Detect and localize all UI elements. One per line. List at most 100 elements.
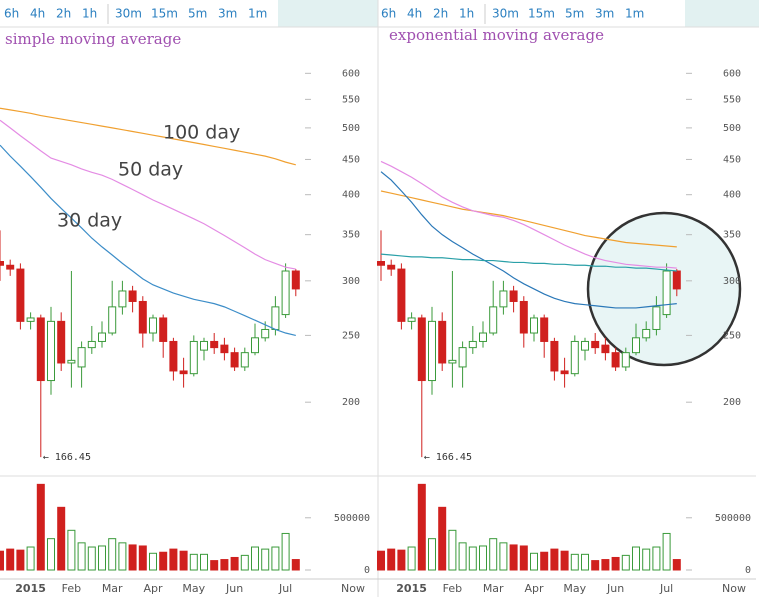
candle-body [611,352,620,368]
timeframe-button[interactable]: 5m [565,7,584,21]
candle-body [87,340,96,349]
candle-body [230,352,239,368]
candle-body [128,290,137,302]
candle-body [672,270,681,290]
timeframe-button[interactable]: 4h [407,7,422,21]
candle-body [438,320,447,364]
toolbar-filler [685,0,759,27]
timeframe-button[interactable]: 3m [595,7,614,21]
x-tick-label: Jul [659,582,673,595]
series-label: 100 day [163,122,240,144]
timeframe-button[interactable]: 4h [30,7,45,21]
candle-body [560,370,569,375]
volume-bar [632,546,640,571]
y-tick-label: 450 [723,154,741,165]
timeframe-button[interactable]: 3m [218,7,237,21]
candle-body [642,328,651,339]
candle-body [428,320,436,382]
y-tick-label: 250 [342,330,360,341]
chart-title: simple moving average [5,30,181,48]
timeframe-button[interactable]: 2h [56,7,71,21]
moving-average-line [0,144,296,336]
volume-bar [261,548,270,571]
volume-bar [6,548,15,571]
volume-bar [240,554,249,571]
timeframe-button[interactable]: 15m [528,7,555,21]
volume-tick-label: 0 [745,565,751,576]
candle-body [210,340,219,349]
volume-bar [438,506,447,571]
candle-body [200,340,208,351]
timeframe-button[interactable]: 1m [248,7,267,21]
volume-bar [387,548,396,571]
candle-body [281,270,290,316]
timeframe-button[interactable]: 1h [459,7,474,21]
volume-bar [458,542,467,571]
volume-bar [77,542,86,571]
candle-body [550,340,559,372]
timeframe-button[interactable]: 1h [82,7,97,21]
candle-body [251,337,259,354]
candle-body [458,347,467,368]
candle-body [621,352,630,368]
timeframe-button[interactable]: 2h [433,7,448,21]
candle-body [632,337,640,354]
volume-bar [138,545,147,571]
x-tick-label: Feb [443,582,462,595]
volume-bar [611,556,620,571]
timeframe-button[interactable]: 6h [4,7,19,21]
volume-bar [57,506,66,571]
volume-bar [591,560,600,571]
y-tick-label: 300 [723,276,741,287]
volume-tick-label: 0 [364,565,370,576]
volume-bar [47,538,55,571]
volume-bar [570,553,579,571]
timeframe-button[interactable]: 5m [188,7,207,21]
x-tick-label: 2015 [396,582,427,595]
candle-body [36,317,45,382]
timeframe-button[interactable]: 1m [625,7,644,21]
candle-body [407,317,416,322]
x-end-label: Now [722,582,746,595]
volume-bar [189,553,198,571]
timeframe-button[interactable]: 6h [381,7,396,21]
y-tick-label: 550 [723,94,741,105]
volume-bar [672,559,681,571]
x-tick-label: Jun [606,582,624,595]
candle-body [108,306,117,334]
volume-bar [468,546,477,571]
timeframe-button[interactable]: 30m [492,7,519,21]
volume-bar [550,548,559,571]
volume-bar [652,546,661,571]
volume-bar [540,551,549,571]
candle-body [479,332,487,342]
candle-body [57,320,66,364]
volume-bar [118,542,127,571]
low-annotation: ← 166.45 [43,452,91,463]
candle-body [291,270,300,290]
volume-bar [601,559,610,571]
y-tick-label: 600 [342,68,360,79]
candle-body [240,352,249,368]
candle-body [489,306,498,334]
volume-bar [448,529,457,571]
candle-body [261,328,270,339]
volume-bar [179,550,188,571]
candle-body [662,270,671,316]
moving-average-line [380,190,677,248]
candle-body [509,290,518,302]
moving-average-line [0,107,296,166]
volume-bar [509,544,518,571]
volume-bar [230,556,239,571]
timeframe-button[interactable]: 15m [151,7,178,21]
volume-bar [210,560,219,571]
volume-bar [581,553,589,571]
candle-body [98,332,106,342]
volume-bar [108,538,117,571]
y-tick-label: 350 [723,230,741,241]
volume-bar [489,538,498,571]
candle-body [77,347,86,368]
timeframe-button[interactable]: 30m [115,7,142,21]
candle-body [149,317,157,334]
candle-body [540,317,549,342]
